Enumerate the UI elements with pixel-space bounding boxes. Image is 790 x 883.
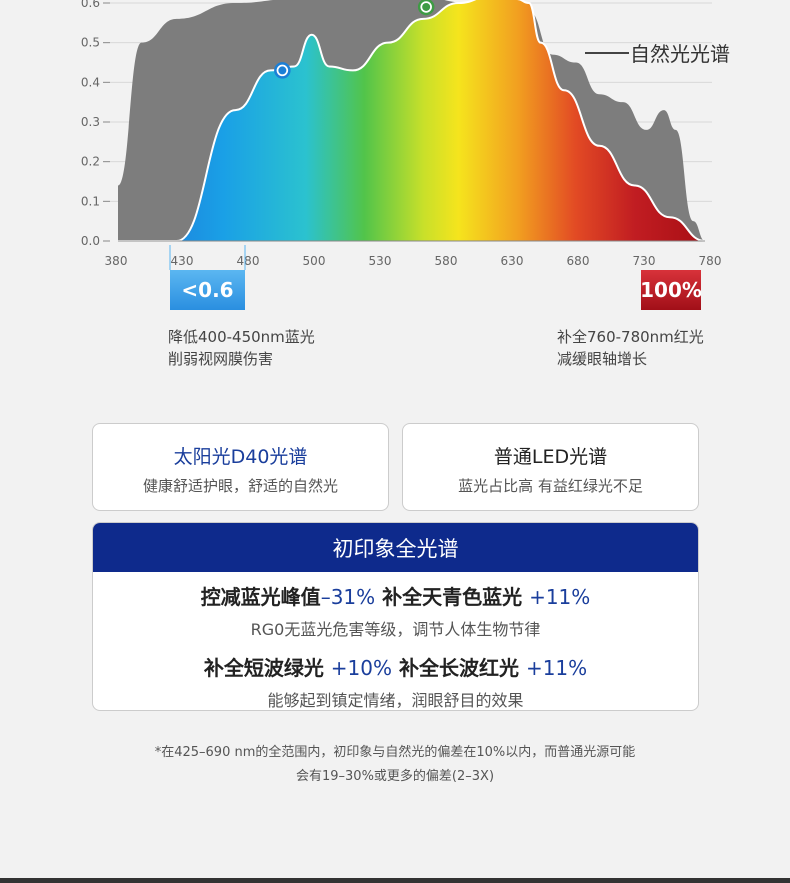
x-tick-label: 780 <box>699 254 722 268</box>
feature-line-2: 补全短波绿光 +10% 补全长波红光 +11% <box>93 652 698 681</box>
y-tick-label: 0.0 <box>81 234 100 248</box>
blue-light-badge: <0.6 <box>170 270 245 310</box>
red-note-line2: 减缓眼轴增长 <box>557 350 648 368</box>
y-tick-label: 0.4 <box>81 75 100 89</box>
sunlight-card: 太阳光D40光谱 健康舒适护眼，舒适的自然光 <box>92 423 389 511</box>
series-label-natural-light: 自然光光谱 <box>630 42 730 66</box>
red-light-note: 补全760-780nm红光 减缓眼轴增长 <box>557 326 704 370</box>
x-tick-label: 480 <box>237 254 260 268</box>
feature-blue-peak-label: 控减蓝光峰值 <box>200 585 321 609</box>
full-spectrum-card-header: 初印象全光谱 <box>93 523 698 572</box>
x-tick-label: 630 <box>501 254 524 268</box>
feature-sub-2: 能够起到镇定情绪，润眼舒目的效果 <box>267 691 524 710</box>
feature-red-label: 补全长波红光 <box>398 656 519 680</box>
y-tick-label: 0.3 <box>81 115 100 129</box>
x-tick-label: 380 <box>105 254 128 268</box>
x-tick-label: 530 <box>369 254 392 268</box>
series-full-spectrum-line <box>118 0 706 242</box>
led-card-subtitle: 蓝光占比高 有益红绿光不足 <box>458 477 643 495</box>
sunlight-card-subtitle: 健康舒适护眼，舒适的自然光 <box>142 477 338 495</box>
feature-blue-peak-value: –31% <box>320 585 376 609</box>
series-full-spectrum-area <box>118 0 705 241</box>
full-spectrum-card: 初印象全光谱 控减蓝光峰值–31% 补全天青色蓝光 +11% RG0无蓝光危害等… <box>92 522 699 711</box>
red-note-line1: 补全760-780nm红光 <box>557 328 704 346</box>
x-tick-label: 500 <box>303 254 326 268</box>
sunlight-card-title: 太阳光D40光谱 <box>173 446 308 468</box>
blue-note-line2: 削弱视网膜伤害 <box>168 350 274 368</box>
blue-note-line1: 降低400-450nm蓝光 <box>168 328 315 346</box>
blue-light-note: 降低400-450nm蓝光 削弱视网膜伤害 <box>168 326 315 370</box>
chart-point-marker-core <box>278 66 287 75</box>
x-tick-label: 730 <box>633 254 656 268</box>
x-tick-label: 580 <box>435 254 458 268</box>
footnote: *在425–690 nm的全范围内，初印象与自然光的偏差在10%以内，而普通光源… <box>0 741 790 789</box>
x-tick-label: 680 <box>567 254 590 268</box>
y-tick-label: 0.5 <box>81 36 100 50</box>
y-axis-ticks: 0.0 0.1 0.2 0.3 0.4 0.5 0.6 <box>81 0 110 248</box>
x-tick-label: 430 <box>171 254 194 268</box>
spectrum-chart: 0.0 0.1 0.2 0.3 0.4 0.5 0.6 380 430 480 500 530 580… <box>81 0 722 270</box>
y-tick-label: 0.2 <box>81 155 100 169</box>
series-label-leader <box>585 52 629 54</box>
red-light-badge: 100% <box>640 270 702 310</box>
feature-red-value: +11% <box>525 656 588 680</box>
footnote-line1: *在425–690 nm的全范围内，初印象与自然光的偏差在10%以内，而普通光源… <box>154 745 636 760</box>
footnote-line2: 会有19–30%或更多的偏差(2–3X) <box>295 769 495 784</box>
x-axis-ticks: 380 430 480 500 530 580 630 680 730 780 <box>105 254 722 268</box>
bottom-edge-bar <box>0 878 790 883</box>
y-tick-label: 0.6 <box>81 0 100 10</box>
feature-cyan-label: 补全天青色蓝光 <box>382 585 523 609</box>
feature-sub-1: RG0无蓝光危害等级，调节人体生物节律 <box>250 620 541 639</box>
feature-cyan-value: +11% <box>529 585 591 609</box>
feature-green-label: 补全短波绿光 <box>203 656 324 680</box>
chart-markers <box>274 0 435 79</box>
led-card-title: 普通LED光谱 <box>493 446 608 468</box>
y-tick-label: 0.1 <box>81 194 100 208</box>
feature-line-1: 控减蓝光峰值–31% 补全天青色蓝光 +11% <box>93 581 698 610</box>
feature-green-value: +10% <box>330 656 393 680</box>
led-card: 普通LED光谱 蓝光占比高 有益红绿光不足 <box>402 423 699 511</box>
chart-point-marker-core <box>422 2 431 11</box>
